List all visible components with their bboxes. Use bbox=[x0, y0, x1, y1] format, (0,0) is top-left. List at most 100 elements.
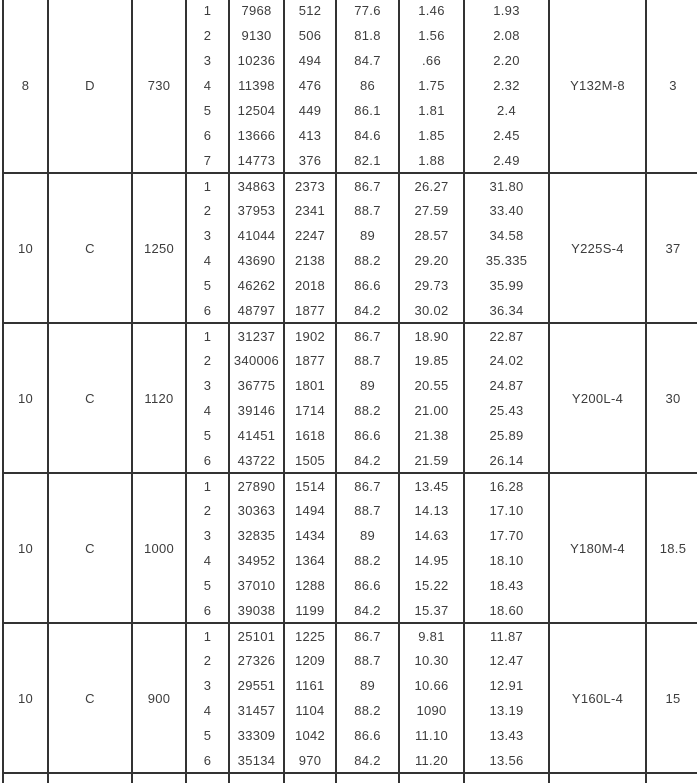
cell-power-b: 24.02 bbox=[463, 348, 550, 373]
table-row: 10 C 1120 1 31237 1902 86.7 18.90 22.87 Y200L-4 30 bbox=[2, 322, 697, 473]
cell-flow: 31457 bbox=[228, 698, 285, 723]
table-row: 5 12504 449 86.1 1.81 2.4 bbox=[3, 98, 697, 123]
cell-pressure: 970 bbox=[283, 748, 337, 773]
cell-efficiency: 88.7 bbox=[335, 648, 400, 673]
cell-power-b: 26.14 bbox=[463, 448, 550, 473]
cell-flow: 7968 bbox=[228, 0, 285, 23]
cell-point-no: 5 bbox=[185, 423, 230, 448]
cell-pressure: 1618 bbox=[283, 423, 337, 448]
cell-efficiency: 86.6 bbox=[335, 573, 400, 598]
cell-pressure: 1714 bbox=[283, 398, 337, 423]
cell-flow: 340006 bbox=[228, 348, 285, 373]
cell-power-a: 14.13 bbox=[398, 498, 465, 523]
cell-point-no: 1 bbox=[185, 622, 230, 648]
cell-efficiency: 88.7 bbox=[335, 198, 400, 223]
cell-flow: 39038 bbox=[228, 598, 285, 623]
cell-point-no: 2 bbox=[185, 198, 230, 223]
cell-pressure: 1161 bbox=[283, 673, 337, 698]
cell-power-b: 12.91 bbox=[463, 673, 550, 698]
cell-pressure: 1288 bbox=[283, 573, 337, 598]
cell-motor-model: Y180M-4 bbox=[548, 472, 647, 623]
cell-flow: 27326 bbox=[228, 648, 285, 673]
table-row: 5 37010 1288 86.6 15.22 18.43 bbox=[3, 573, 697, 598]
table-row: 4 43690 2138 88.2 29.20 35.335 bbox=[3, 248, 697, 273]
cell-empty bbox=[463, 772, 550, 783]
cell-empty bbox=[47, 772, 133, 783]
cell-flow: 13666 bbox=[228, 123, 285, 148]
cell-pressure: 1494 bbox=[283, 498, 337, 523]
cell-power-b: 2.32 bbox=[463, 73, 550, 98]
cell-efficiency: 84.2 bbox=[335, 748, 400, 773]
cell-power-a: 18.90 bbox=[398, 322, 465, 348]
cell-power-b: 2.08 bbox=[463, 23, 550, 48]
cell-power-b: 11.87 bbox=[463, 622, 550, 648]
cell-point-no: 1 bbox=[185, 472, 230, 498]
table-row: 2 340006 1877 88.7 19.85 24.02 bbox=[3, 348, 697, 373]
cell-point-no: 4 bbox=[185, 73, 230, 98]
cell-empty bbox=[2, 772, 49, 783]
cell-efficiency: 86.7 bbox=[335, 172, 400, 198]
cell-efficiency: 88.7 bbox=[335, 498, 400, 523]
cell-efficiency: 86 bbox=[335, 73, 400, 98]
cell-power-a: 13.45 bbox=[398, 472, 465, 498]
cell-motor-power: 30 bbox=[645, 322, 697, 473]
cell-efficiency: 86.7 bbox=[335, 472, 400, 498]
cell-efficiency: 86.7 bbox=[335, 322, 400, 348]
cell-power-a: 1.85 bbox=[398, 123, 465, 148]
cell-efficiency: 88.2 bbox=[335, 398, 400, 423]
table-row: 3 32835 1434 89 14.63 17.70 bbox=[3, 523, 697, 548]
cell-power-a: 30.02 bbox=[398, 298, 465, 323]
cell-power-a: 11.20 bbox=[398, 748, 465, 773]
cell-motor-power: 37 bbox=[645, 172, 697, 323]
cell-pressure: 376 bbox=[283, 148, 337, 173]
cell-power-b: 33.40 bbox=[463, 198, 550, 223]
cell-efficiency: 84.2 bbox=[335, 598, 400, 623]
cell-empty bbox=[283, 772, 337, 783]
cell-efficiency: 86.7 bbox=[335, 622, 400, 648]
cell-type-letter: C bbox=[47, 472, 133, 623]
cell-speed: 1120 bbox=[131, 322, 187, 473]
cell-power-a: 21.38 bbox=[398, 423, 465, 448]
cell-efficiency: 88.2 bbox=[335, 248, 400, 273]
cell-power-b: 35.335 bbox=[463, 248, 550, 273]
cell-flow: 29551 bbox=[228, 673, 285, 698]
cell-flow: 46262 bbox=[228, 273, 285, 298]
cell-power-b: 36.34 bbox=[463, 298, 550, 323]
cell-motor-model: Y225S-4 bbox=[548, 172, 647, 323]
cell-pressure: 413 bbox=[283, 123, 337, 148]
table-block: 8 D 730 1 7968 512 77.6 1.46 1.93 Y132M-8 3 2 9130 50… bbox=[2, 0, 697, 173]
cell-flow: 48797 bbox=[228, 298, 285, 323]
cell-efficiency: 89 bbox=[335, 373, 400, 398]
cell-point-no: 4 bbox=[185, 698, 230, 723]
cell-power-b: 13.19 bbox=[463, 698, 550, 723]
cell-power-a: 1.75 bbox=[398, 73, 465, 98]
cell-type-letter: C bbox=[47, 172, 133, 323]
cell-efficiency: 86.6 bbox=[335, 423, 400, 448]
cell-efficiency: 84.6 bbox=[335, 123, 400, 148]
table-row: 2 9130 506 81.8 1.56 2.08 bbox=[3, 23, 697, 48]
cell-power-b: 2.49 bbox=[463, 148, 550, 173]
cell-power-a: 29.73 bbox=[398, 273, 465, 298]
table-row: 4 34952 1364 88.2 14.95 18.10 bbox=[3, 548, 697, 573]
cell-pressure: 1902 bbox=[283, 322, 337, 348]
cell-efficiency: 84.2 bbox=[335, 448, 400, 473]
cell-pressure: 476 bbox=[283, 73, 337, 98]
cell-power-a: 1.81 bbox=[398, 98, 465, 123]
cell-flow: 36775 bbox=[228, 373, 285, 398]
cell-power-b: 13.43 bbox=[463, 723, 550, 748]
cell-motor-power: 15 bbox=[645, 622, 697, 773]
cell-speed: 1250 bbox=[131, 172, 187, 323]
cell-type-letter: D bbox=[47, 0, 133, 173]
table-row: 6 35134 970 84.2 11.20 13.56 bbox=[3, 748, 697, 773]
cell-point-no: 2 bbox=[185, 498, 230, 523]
cell-pressure: 506 bbox=[283, 23, 337, 48]
cell-power-a: 14.63 bbox=[398, 523, 465, 548]
cell-pressure: 2018 bbox=[283, 273, 337, 298]
cell-efficiency: 86.6 bbox=[335, 723, 400, 748]
cell-pressure: 449 bbox=[283, 98, 337, 123]
cell-machine-size: 8 bbox=[2, 0, 49, 173]
cell-pressure: 1364 bbox=[283, 548, 337, 573]
cell-point-no: 3 bbox=[185, 223, 230, 248]
cell-efficiency: 88.2 bbox=[335, 698, 400, 723]
